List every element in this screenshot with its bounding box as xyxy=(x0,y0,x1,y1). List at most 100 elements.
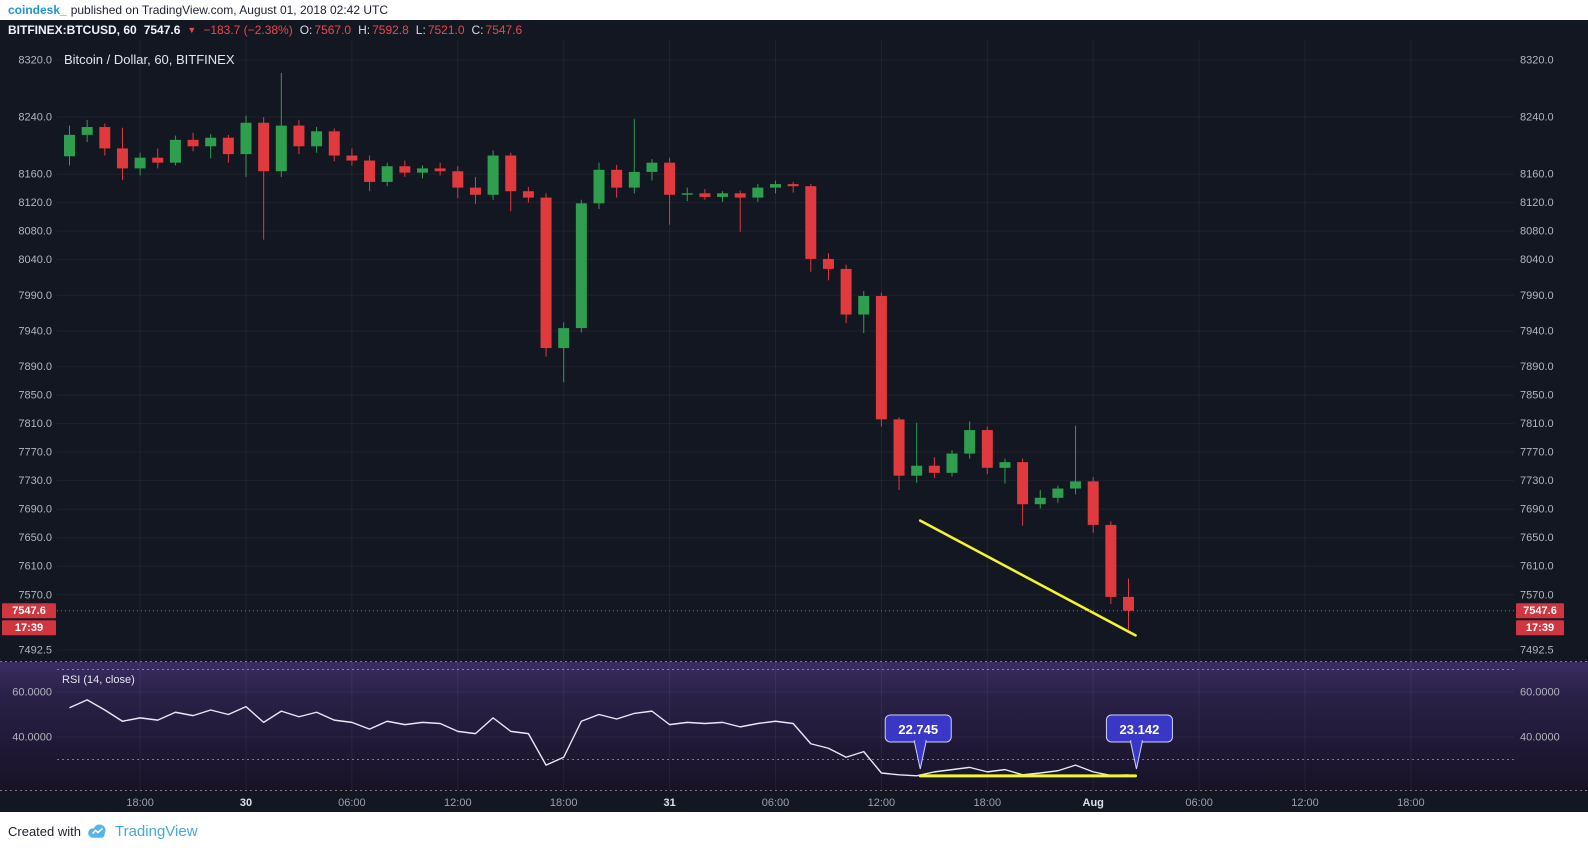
candle-body xyxy=(611,169,623,188)
tradingview-cloud-logo xyxy=(88,824,106,838)
close-readout: C: 7547.6 xyxy=(471,23,523,37)
svg-text:8080.0: 8080.0 xyxy=(18,226,52,238)
candle-body xyxy=(1105,524,1117,597)
chart-title: Bitcoin / Dollar, 60, BITFINEX xyxy=(64,52,235,67)
svg-text:60.0000: 60.0000 xyxy=(1520,687,1560,699)
candle-body xyxy=(1034,497,1046,505)
candle-body xyxy=(770,184,781,188)
price-change: −183.7 (−2.38%) xyxy=(203,23,293,37)
candle-body xyxy=(964,430,976,454)
attribution-footer: Created with TradingView xyxy=(0,812,1588,850)
svg-text:7850.0: 7850.0 xyxy=(1520,390,1554,402)
rsi-indicator-label[interactable]: RSI (14, close) xyxy=(62,674,135,686)
svg-text:17:39: 17:39 xyxy=(15,622,43,634)
svg-text:7690.0: 7690.0 xyxy=(18,504,52,516)
svg-text:06:00: 06:00 xyxy=(338,797,366,809)
candle-body xyxy=(1052,488,1064,498)
svg-text:18:00: 18:00 xyxy=(550,797,578,809)
svg-text:7547.6: 7547.6 xyxy=(12,605,46,617)
svg-text:7810.0: 7810.0 xyxy=(18,418,52,430)
svg-text:8040.0: 8040.0 xyxy=(18,254,52,266)
svg-text:7730.0: 7730.0 xyxy=(1520,475,1554,487)
svg-text:8040.0: 8040.0 xyxy=(1520,254,1554,266)
candle-body xyxy=(875,296,887,420)
candle-body xyxy=(911,465,923,476)
svg-text:18:00: 18:00 xyxy=(126,797,154,809)
callout-value: 23.142 xyxy=(1120,722,1160,737)
candle-body xyxy=(417,168,428,173)
candle-body xyxy=(1070,481,1082,489)
callout-value: 22.745 xyxy=(898,722,938,737)
price-scale[interactable]: 8320.0 8320.0 8240.0 8240.0 8160.0 8160.0 8120… xyxy=(12,55,1560,744)
svg-text:8320.0: 8320.0 xyxy=(18,55,52,67)
candle-body xyxy=(205,137,217,147)
candle-body xyxy=(681,193,693,195)
candle-body xyxy=(522,191,534,198)
candle-body xyxy=(858,296,870,315)
svg-text:7890.0: 7890.0 xyxy=(1520,361,1554,373)
time-scale[interactable]: 18:00 30 06:00 12:00 18:00 31 06:00 12:00 18:00 A… xyxy=(126,797,1424,809)
candle-body xyxy=(81,127,93,135)
candle-body xyxy=(981,430,993,468)
svg-text:7610.0: 7610.0 xyxy=(18,561,52,573)
last-price-value: 7547.6 xyxy=(143,23,181,37)
high-readout: H: 7592.8 xyxy=(358,23,409,37)
candle-body xyxy=(505,155,517,192)
candle-body xyxy=(840,268,852,315)
candle-body xyxy=(928,465,940,473)
open-readout: O: 7567.0 xyxy=(299,23,352,37)
candle-body xyxy=(381,166,393,182)
tradingview-brand-link[interactable]: TradingView xyxy=(114,822,198,840)
candle-body xyxy=(399,166,411,173)
candle-body xyxy=(752,187,764,198)
rsi-line xyxy=(69,699,1129,777)
candle-body xyxy=(1123,596,1134,611)
candle-body xyxy=(169,139,181,163)
svg-text:12:00: 12:00 xyxy=(1291,797,1319,809)
svg-text:7990.0: 7990.0 xyxy=(1520,290,1554,302)
candle-body xyxy=(452,171,464,188)
publish-header: coindesk_ published on TradingView.com, … xyxy=(0,0,1588,20)
rsi-pane-background[interactable] xyxy=(0,662,1588,790)
svg-text:7770.0: 7770.0 xyxy=(18,447,52,459)
candle-body xyxy=(822,258,834,269)
svg-text:7850.0: 7850.0 xyxy=(18,390,52,402)
svg-text:7940.0: 7940.0 xyxy=(18,325,52,337)
svg-text:40.0000: 40.0000 xyxy=(12,732,52,744)
published-text: published on TradingView.com, August 01,… xyxy=(70,3,389,17)
candle-body xyxy=(1087,481,1099,525)
svg-text:8160.0: 8160.0 xyxy=(1520,169,1554,181)
svg-text:12:00: 12:00 xyxy=(444,797,472,809)
svg-text:7570.0: 7570.0 xyxy=(18,589,52,601)
author-link[interactable]: coindesk_ xyxy=(8,3,67,17)
symbol-interval[interactable]: BITFINEX:BTCUSD, 60 xyxy=(8,23,137,37)
svg-text:12:00: 12:00 xyxy=(868,797,896,809)
svg-text:7810.0: 7810.0 xyxy=(1520,418,1554,430)
svg-text:18:00: 18:00 xyxy=(974,797,1002,809)
created-with-text: Created with xyxy=(8,823,81,839)
candle-body xyxy=(628,171,640,188)
candle-body xyxy=(1017,462,1029,505)
candle-body xyxy=(152,157,164,163)
candle-body xyxy=(328,131,340,156)
candle-body xyxy=(699,193,711,197)
svg-text:8240.0: 8240.0 xyxy=(18,112,52,124)
countdown-badge-left xyxy=(2,620,56,636)
candle-body xyxy=(469,187,481,195)
price-trendline[interactable] xyxy=(918,519,1137,637)
svg-text:06:00: 06:00 xyxy=(762,797,790,809)
svg-text:8120.0: 8120.0 xyxy=(1520,197,1554,209)
svg-text:8240.0: 8240.0 xyxy=(1520,112,1554,124)
candle-body xyxy=(311,131,323,147)
candle-body xyxy=(293,125,305,147)
svg-text:8120.0: 8120.0 xyxy=(18,197,52,209)
svg-text:60.0000: 60.0000 xyxy=(12,687,52,699)
svg-text:8320.0: 8320.0 xyxy=(1520,55,1554,67)
svg-text:7770.0: 7770.0 xyxy=(1520,447,1554,459)
candle-body xyxy=(275,125,287,172)
svg-text:7650.0: 7650.0 xyxy=(1520,532,1554,544)
candle-body xyxy=(222,137,234,155)
rsi-callouts: 22.745 23.142 xyxy=(884,714,1173,770)
